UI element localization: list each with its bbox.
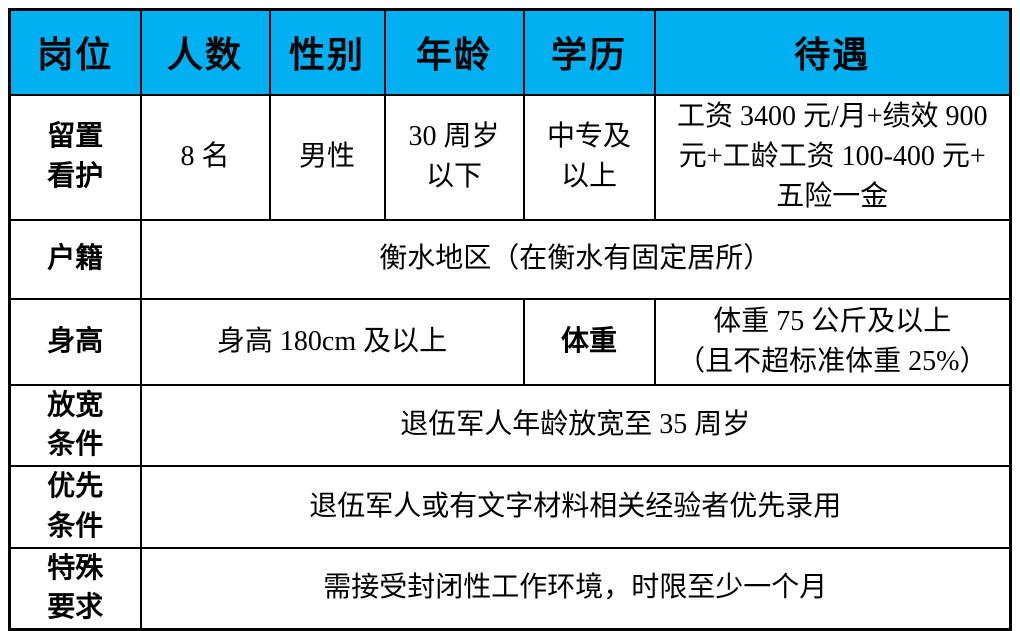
table-row-residence: 户籍 衡水地区（在衡水有固定居所） — [8, 218, 1012, 300]
cell-residence-value: 衡水地区（在衡水有固定居所） — [139, 218, 1012, 300]
cell-priority-value: 退伍军人或有文字材料相关经验者优先录用 — [139, 465, 1012, 549]
cell-job-count: 8 名 — [139, 93, 271, 221]
cell-priority-label: 优先 条件 — [8, 465, 142, 549]
cell-job-benefits: 工资 3400 元/月+绩效 900 元+工龄工资 100-400 元+ 五险一… — [653, 93, 1012, 221]
header-cell-count: 人数 — [139, 8, 271, 96]
recruitment-table: 岗位 人数 性别 年龄 学历 待遇 留置 看护 8 名 男性 30 周岁 以下 … — [8, 8, 1012, 631]
table-row-priority: 优先 条件 退伍军人或有文字材料相关经验者优先录用 — [8, 465, 1012, 549]
table-header-row: 岗位 人数 性别 年龄 学历 待遇 — [8, 8, 1012, 96]
header-cell-education: 学历 — [522, 8, 656, 96]
table-row-special: 特殊 要求 需接受封闭性工作环境，时限至少一个月 — [8, 546, 1012, 631]
table-row-job: 留置 看护 8 名 男性 30 周岁 以下 中专及 以上 工资 3400 元/月… — [8, 93, 1012, 221]
cell-job-gender: 男性 — [268, 93, 386, 221]
cell-height-label: 身高 — [8, 297, 142, 386]
cell-job-position: 留置 看护 — [8, 93, 142, 221]
header-cell-benefits: 待遇 — [653, 8, 1012, 96]
header-cell-gender: 性别 — [268, 8, 386, 96]
cell-weight-value: 体重 75 公斤及以上 （且不超标准体重 25%） — [653, 297, 1012, 386]
cell-residence-label: 户籍 — [8, 218, 142, 300]
cell-special-value: 需接受封闭性工作环境，时限至少一个月 — [139, 546, 1012, 631]
cell-job-education: 中专及 以上 — [522, 93, 656, 221]
cell-relaxed-label: 放宽 条件 — [8, 383, 142, 467]
header-cell-position: 岗位 — [8, 8, 142, 96]
table-row-relaxed: 放宽 条件 退伍军人年龄放宽至 35 周岁 — [8, 383, 1012, 467]
header-cell-age: 年龄 — [383, 8, 525, 96]
cell-weight-label: 体重 — [522, 297, 656, 386]
cell-relaxed-value: 退伍军人年龄放宽至 35 周岁 — [139, 383, 1012, 467]
table-row-height-weight: 身高 身高 180cm 及以上 体重 体重 75 公斤及以上 （且不超标准体重 … — [8, 297, 1012, 386]
cell-height-value: 身高 180cm 及以上 — [139, 297, 525, 386]
cell-job-age: 30 周岁 以下 — [383, 93, 525, 221]
cell-special-label: 特殊 要求 — [8, 546, 142, 631]
